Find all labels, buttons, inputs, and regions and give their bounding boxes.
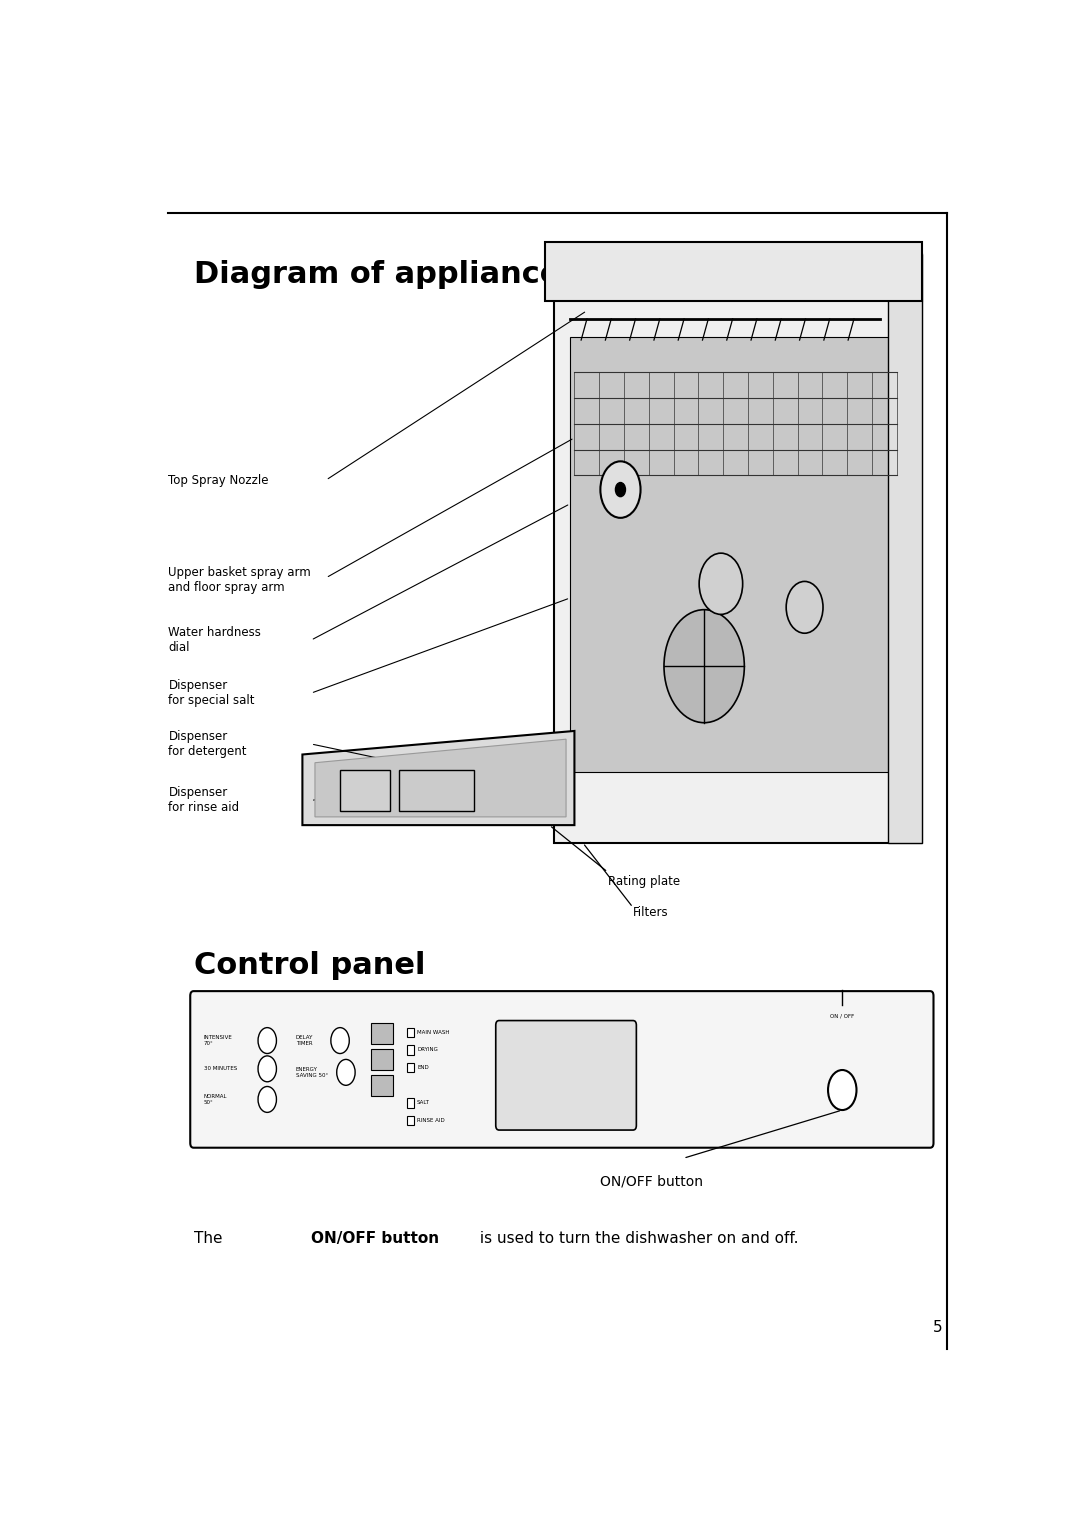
Text: DELAY
TIMER: DELAY TIMER <box>296 1035 313 1046</box>
Text: 30 MINUTES: 30 MINUTES <box>204 1066 237 1072</box>
Bar <box>888 254 922 842</box>
Text: RINSE AID: RINSE AID <box>417 1118 445 1124</box>
Bar <box>399 769 474 810</box>
Text: MAIN WASH: MAIN WASH <box>417 1031 449 1035</box>
Bar <box>407 1116 414 1125</box>
Text: Diagram of appliance: Diagram of appliance <box>193 260 559 289</box>
Text: 5: 5 <box>933 1320 943 1335</box>
Circle shape <box>786 581 823 633</box>
Bar <box>407 1063 414 1072</box>
Text: Dispenser
for special salt: Dispenser for special salt <box>168 679 255 708</box>
Circle shape <box>258 1027 276 1053</box>
Text: INTENSIVE
70°: INTENSIVE 70° <box>204 1035 232 1046</box>
Bar <box>407 1046 414 1055</box>
Text: 3h: 3h <box>375 1031 382 1037</box>
Text: Top Spray Nozzle: Top Spray Nozzle <box>168 474 269 486</box>
Text: Filters: Filters <box>633 907 669 919</box>
Text: 9h: 9h <box>375 1083 382 1087</box>
Text: ENERGY
SAVING 50°: ENERGY SAVING 50° <box>296 1067 328 1078</box>
Text: Upper basket spray arm
and floor spray arm: Upper basket spray arm and floor spray a… <box>168 566 311 595</box>
Circle shape <box>600 462 640 518</box>
Polygon shape <box>315 739 566 816</box>
Text: is used to turn the dishwasher on and off.: is used to turn the dishwasher on and of… <box>475 1231 799 1246</box>
Circle shape <box>828 1070 856 1110</box>
Text: Control panel: Control panel <box>193 951 426 980</box>
Circle shape <box>616 483 625 497</box>
Text: END: END <box>417 1066 429 1070</box>
Bar <box>570 336 896 772</box>
Text: Rating plate: Rating plate <box>608 875 680 887</box>
Circle shape <box>258 1087 276 1113</box>
Bar <box>340 769 390 810</box>
Bar <box>545 242 922 301</box>
Circle shape <box>664 610 744 723</box>
Circle shape <box>330 1027 349 1053</box>
Circle shape <box>699 553 743 615</box>
Text: ON / OFF: ON / OFF <box>831 1014 854 1018</box>
Text: ON/OFF button: ON/OFF button <box>599 1174 702 1188</box>
Text: DRYING: DRYING <box>417 1047 438 1052</box>
Bar <box>407 1098 414 1107</box>
Polygon shape <box>302 731 575 826</box>
Circle shape <box>258 1057 276 1083</box>
Bar <box>372 1075 393 1096</box>
Text: Water hardness
dial: Water hardness dial <box>168 627 261 654</box>
Text: Dispenser
for detergent: Dispenser for detergent <box>168 729 247 758</box>
Bar <box>554 254 922 842</box>
Text: NORMAL
50°: NORMAL 50° <box>204 1095 227 1105</box>
Circle shape <box>337 1060 355 1086</box>
Text: ON/OFF button: ON/OFF button <box>311 1231 440 1246</box>
Text: The: The <box>193 1231 227 1246</box>
FancyBboxPatch shape <box>190 991 933 1148</box>
Text: SALT: SALT <box>417 1101 430 1105</box>
Bar <box>372 1023 393 1044</box>
Bar <box>407 1027 414 1037</box>
Text: 6h: 6h <box>375 1057 382 1063</box>
Text: Dispenser
for rinse aid: Dispenser for rinse aid <box>168 786 240 815</box>
Bar <box>372 1049 393 1070</box>
FancyBboxPatch shape <box>496 1020 636 1130</box>
